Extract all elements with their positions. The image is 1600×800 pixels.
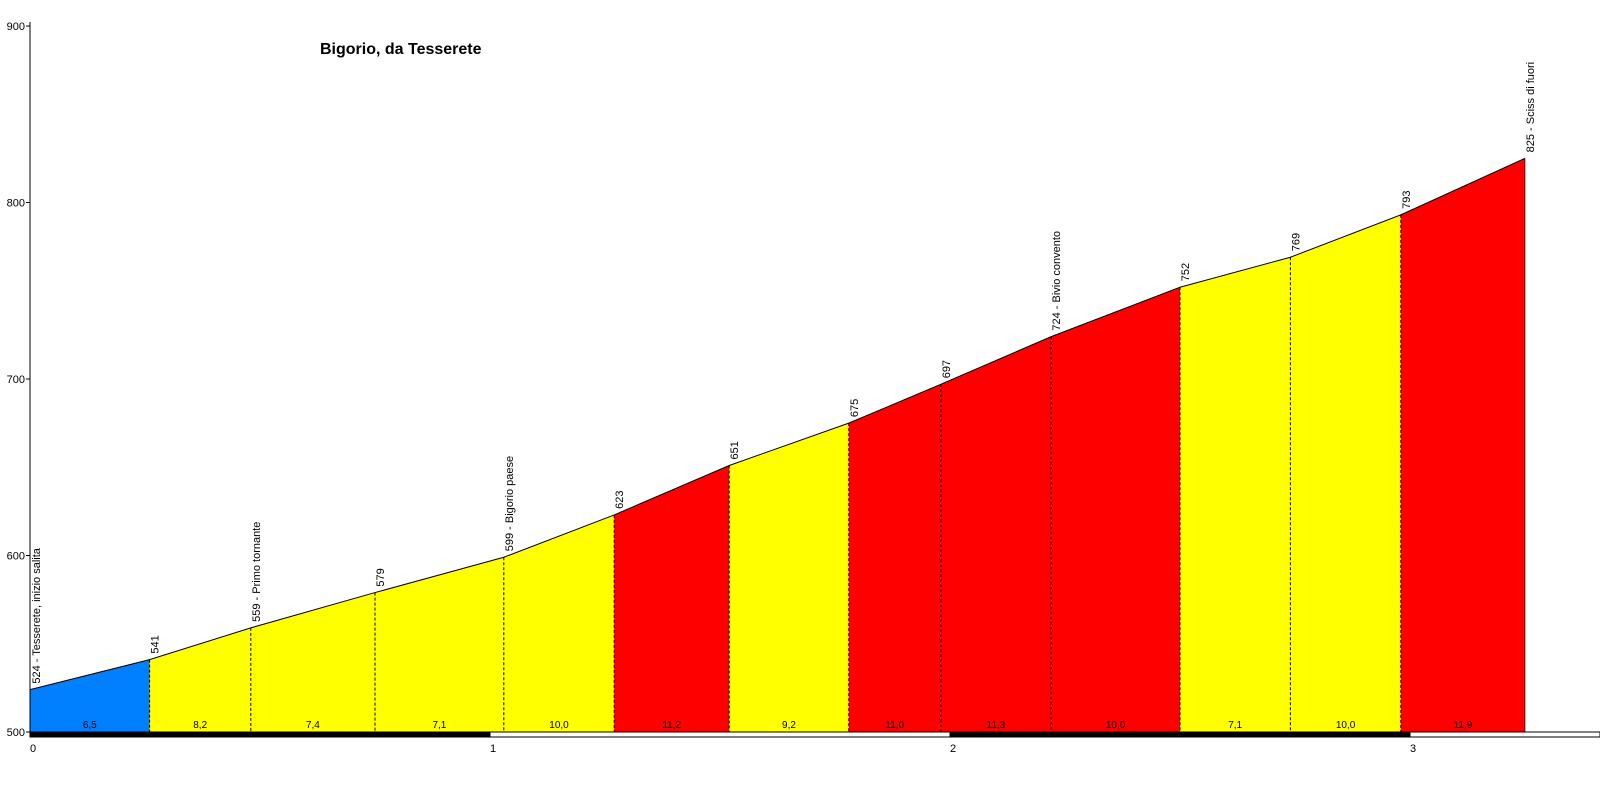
point-label: 559 - Primo tornante <box>251 522 263 622</box>
y-tick-label: 800 <box>7 198 25 210</box>
segment-fill <box>149 627 251 732</box>
point-label: 769 <box>1290 233 1302 251</box>
point-label: 524 - Tesserete, inizio salita <box>31 547 43 683</box>
profile-line <box>29 157 1526 691</box>
gradient-label: 10,0 <box>1336 720 1356 731</box>
gradient-label: 7,1 <box>432 720 446 731</box>
point-label: 651 <box>729 441 741 459</box>
point-label: 752 <box>1180 263 1192 281</box>
gradient-label: 7,4 <box>306 720 320 731</box>
gradient-label: 9,2 <box>782 720 796 731</box>
segment-fill <box>1051 287 1180 732</box>
segment-fill <box>503 514 615 732</box>
point-label: 579 <box>375 568 387 586</box>
segment-fill <box>375 557 504 732</box>
distance-bar-block <box>949 731 1411 738</box>
y-ticks: 500 600 700 800 900 <box>7 21 30 739</box>
gradient-label: 11,2 <box>662 720 681 731</box>
point-label: 697 <box>941 360 953 378</box>
point-label: 724 - Bivio convento <box>1051 231 1063 331</box>
segment-fill <box>940 336 1052 732</box>
distance-bar-block <box>29 731 491 738</box>
segment-fill <box>1290 214 1401 733</box>
segment-fill <box>729 423 849 732</box>
distance-bar-block <box>489 731 951 738</box>
gradient-label: 10,0 <box>549 720 569 731</box>
gradient-labels: 6,5 8,2 7,4 7,1 10,0 11,2 9,2 11,0 11,3 10,0 7,1 10… <box>83 720 1473 731</box>
point-label: 599 - Bigorio paese <box>504 456 516 551</box>
point-labels: 524 - Tesserete, inizio salita 541 559 - P… <box>31 62 1537 684</box>
segment-fill <box>614 465 730 732</box>
point-label: 623 <box>614 491 626 509</box>
x-tick-label: 1 <box>490 743 496 755</box>
segment-dividers <box>149 214 1402 732</box>
gradient-label: 10,0 <box>1106 720 1126 731</box>
x-ticks: 0 1 2 3 <box>30 743 1416 755</box>
segment-fills <box>30 158 1525 733</box>
gradient-label: 6,5 <box>83 720 97 731</box>
point-label: 793 <box>1401 190 1413 208</box>
gradient-label: 11,3 <box>987 720 1006 731</box>
segment-fill <box>250 592 375 732</box>
segment-fill <box>1400 158 1525 732</box>
distance-bar <box>29 731 1600 738</box>
segment-fill <box>848 384 941 732</box>
distance-bar-block <box>1409 731 1600 738</box>
segment-fill <box>1180 257 1291 732</box>
x-tick-label: 0 <box>30 743 36 755</box>
y-tick-label: 500 <box>7 727 25 739</box>
x-tick-label: 2 <box>950 743 956 755</box>
gradient-label: 7,1 <box>1228 720 1242 731</box>
segment-fill <box>30 659 150 732</box>
y-tick-label: 600 <box>7 551 25 563</box>
gradient-label: 11,0 <box>885 720 904 731</box>
point-label: 541 <box>150 635 162 653</box>
point-label: 675 <box>849 399 861 417</box>
y-tick-label: 700 <box>7 374 25 386</box>
profile-line-group <box>29 157 1526 732</box>
chart-title: Bigorio, da Tesserete <box>320 41 482 58</box>
x-tick-label: 3 <box>1410 743 1416 755</box>
gradient-label: 11,9 <box>1454 720 1473 731</box>
gradient-label: 8,2 <box>193 720 207 731</box>
y-tick-label: 900 <box>7 21 25 33</box>
point-label: 825 - Sciss di fuori <box>1525 62 1537 152</box>
